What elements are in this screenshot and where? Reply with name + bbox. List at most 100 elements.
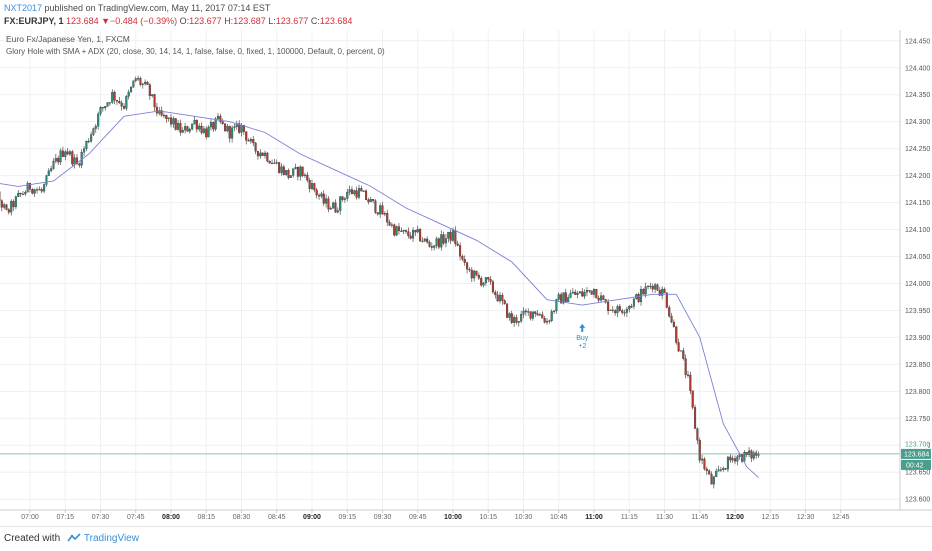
y-tick-label: 124.150 <box>905 200 930 207</box>
candle-body <box>532 312 534 319</box>
candle-body <box>165 115 167 119</box>
price-tags: 123.700 123.684 00:42 <box>901 440 931 470</box>
x-tick-label: 08:45 <box>268 514 286 521</box>
author-link[interactable]: NXT2017 <box>4 3 42 13</box>
candle-body <box>321 194 323 196</box>
candle-body <box>212 122 214 129</box>
candle-body <box>90 135 92 142</box>
candle-body <box>729 457 731 460</box>
candle-body <box>325 199 327 204</box>
x-tick-label: 11:15 <box>621 514 638 521</box>
candle-body <box>523 311 525 314</box>
candle-body <box>62 151 64 157</box>
created-with: Created with TradingView <box>4 533 139 544</box>
x-tick-label: 11:45 <box>691 514 708 521</box>
candle-body <box>283 167 285 175</box>
candle-body <box>469 269 471 270</box>
candle-body <box>3 205 5 208</box>
candle-body <box>506 304 508 318</box>
candle-body <box>250 139 252 141</box>
candle-body <box>360 188 362 191</box>
candle-body <box>558 294 560 299</box>
candle-body <box>274 163 276 164</box>
change-arrow-icon: ▼ <box>101 16 110 26</box>
price-tag-countdown: 00:42 <box>906 462 924 469</box>
y-tick-label: 123.750 <box>905 416 930 423</box>
candle-body <box>753 453 755 459</box>
candle-body <box>356 191 358 198</box>
candle-body <box>666 293 668 308</box>
x-tick-label: 09:30 <box>374 514 392 521</box>
candle-body <box>248 140 250 141</box>
candle-body <box>530 312 532 319</box>
candle-body <box>433 246 435 248</box>
candle-body <box>501 295 503 301</box>
candle-body <box>201 126 203 133</box>
candle-body <box>370 199 372 202</box>
candle-body <box>504 301 506 304</box>
candle-body <box>123 106 125 108</box>
candle-body <box>180 123 182 132</box>
candle-body <box>678 342 680 351</box>
candle-body <box>297 167 299 176</box>
candle-body <box>224 124 226 131</box>
candle-body <box>407 232 409 236</box>
candle-body <box>191 124 193 129</box>
candle-body <box>445 238 447 243</box>
candle-body <box>156 107 158 113</box>
y-tick-label: 124.200 <box>905 173 930 180</box>
y-tick-label: 124.300 <box>905 119 930 126</box>
candle-body <box>351 189 353 194</box>
candle-body <box>671 316 673 322</box>
candle-body <box>516 317 518 322</box>
candle-body <box>335 203 337 212</box>
y-tick-label: 124.400 <box>905 65 930 72</box>
candle-body <box>537 314 539 316</box>
tradingview-brand[interactable]: TradingView <box>84 533 139 544</box>
candle-body <box>713 477 715 485</box>
y-tick-label: 124.450 <box>905 38 930 45</box>
candle-body <box>419 229 421 241</box>
candle-body <box>398 227 400 231</box>
candle-body <box>415 230 417 232</box>
candle-body <box>252 139 254 143</box>
candle-body <box>342 197 344 200</box>
candle-body <box>241 125 243 132</box>
chart-frame[interactable]: Euro Fx/Japanese Yen, 1, FXCM Glory Hole… <box>0 30 932 526</box>
candle-body <box>452 230 454 240</box>
candle-body <box>323 194 325 204</box>
candle-body <box>118 101 120 103</box>
candle-body <box>417 229 419 232</box>
candle-body <box>454 230 456 243</box>
candle-body <box>680 351 682 352</box>
candle-body <box>151 94 153 95</box>
low-value: 123.677 <box>276 16 309 26</box>
candle-body <box>473 271 475 278</box>
chart-background <box>0 30 932 526</box>
candle-body <box>614 311 616 313</box>
candle-body <box>471 270 473 278</box>
last-price: 123.684 <box>66 16 99 26</box>
candle-body <box>527 312 529 313</box>
candle-body <box>135 79 137 81</box>
x-tick-label: 08:30 <box>233 514 251 521</box>
candle-body <box>572 292 574 293</box>
candle-body <box>262 153 264 156</box>
candle-body <box>734 458 736 461</box>
candle-body <box>313 183 315 190</box>
candle-body <box>43 184 45 191</box>
y-tick-label: 124.250 <box>905 146 930 153</box>
candle-body <box>520 314 522 321</box>
price-chart[interactable]: Euro Fx/Japanese Yen, 1, FXCM Glory Hole… <box>0 30 932 526</box>
candle-body <box>732 458 734 460</box>
candle-body <box>83 149 85 153</box>
candle-body <box>704 459 706 469</box>
candle-body <box>116 100 118 101</box>
candle-body <box>304 175 306 176</box>
candle-body <box>203 129 205 133</box>
candle-body <box>257 151 259 156</box>
candle-body <box>548 321 550 322</box>
symbol-label[interactable]: FX:EURJPY, 1 <box>4 16 64 26</box>
candle-body <box>8 210 10 213</box>
candle-body <box>318 195 320 196</box>
